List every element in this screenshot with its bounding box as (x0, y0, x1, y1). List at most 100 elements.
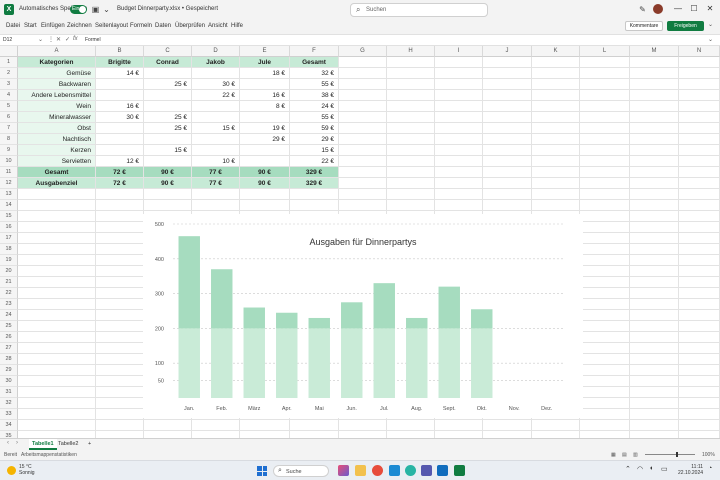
table-cell[interactable] (96, 90, 144, 101)
comments-button[interactable]: Kommentare (625, 21, 663, 31)
cell[interactable] (240, 189, 290, 200)
cell[interactable] (580, 90, 630, 101)
cell[interactable] (679, 211, 720, 222)
cancel-icon[interactable]: ✕ (56, 37, 62, 43)
app-excel-icon[interactable] (454, 465, 465, 476)
table-cell[interactable]: 25 € (144, 112, 192, 123)
menu-ansicht[interactable]: Ansicht (208, 23, 228, 29)
cell[interactable] (679, 376, 720, 387)
page-break-icon[interactable]: ▥ (633, 452, 638, 458)
cell[interactable] (532, 101, 580, 112)
cell[interactable] (18, 200, 96, 211)
cell[interactable] (679, 200, 720, 211)
cell[interactable] (580, 211, 630, 222)
cell[interactable] (679, 299, 720, 310)
save-icon[interactable]: ▣ (91, 5, 100, 14)
ribbon-expand-icon[interactable]: ⌄ (708, 22, 714, 28)
table-cell[interactable]: Mineralwasser (18, 112, 96, 123)
app-edge-icon[interactable] (405, 465, 416, 476)
cell[interactable] (679, 365, 720, 376)
table-header-cell[interactable]: Kategorien (18, 57, 96, 68)
cell[interactable] (96, 310, 144, 321)
cell[interactable] (679, 288, 720, 299)
table-cell[interactable]: Wein (18, 101, 96, 112)
row-header-6[interactable]: 6 (0, 112, 18, 123)
taskbar-search[interactable]: ⌕ Suche (273, 465, 329, 477)
cell[interactable] (18, 288, 96, 299)
zoom-slider[interactable] (645, 454, 695, 455)
wifi-icon[interactable]: ◠ (637, 466, 644, 473)
cell[interactable] (339, 156, 387, 167)
cell[interactable] (435, 123, 483, 134)
cell[interactable] (630, 398, 679, 409)
cell[interactable] (144, 420, 192, 431)
row-header-19[interactable]: 19 (0, 255, 18, 266)
spreadsheet-grid[interactable]: A B C D E F G H I J K L M N 1 2 3 4 5 6 7 8 9 10 11 12 13 14 15 16 17 1… (0, 46, 720, 438)
table-cell[interactable]: 16 € (96, 101, 144, 112)
cell[interactable] (18, 255, 96, 266)
cell[interactable] (339, 200, 387, 211)
cell[interactable] (387, 156, 435, 167)
cell[interactable] (630, 79, 679, 90)
row-header-28[interactable]: 28 (0, 354, 18, 365)
cell[interactable] (339, 101, 387, 112)
cell[interactable] (630, 68, 679, 79)
cell[interactable] (96, 277, 144, 288)
column-header-k[interactable]: K (532, 46, 580, 57)
cell[interactable] (580, 310, 630, 321)
table-cell[interactable]: Andere Lebensmittel (18, 90, 96, 101)
cell[interactable] (483, 112, 532, 123)
cell[interactable] (387, 57, 435, 68)
table-cell[interactable]: 29 € (240, 134, 290, 145)
normal-view-icon[interactable]: ▦ (611, 452, 616, 458)
cell[interactable] (679, 112, 720, 123)
row-header-9[interactable]: 9 (0, 145, 18, 156)
cell[interactable] (387, 112, 435, 123)
cell[interactable] (18, 420, 96, 431)
cell[interactable] (532, 420, 580, 431)
table-cell[interactable]: Obst (18, 123, 96, 134)
volume-icon[interactable]: ◖ (649, 465, 654, 472)
cell[interactable] (580, 167, 630, 178)
row-header-8[interactable]: 8 (0, 134, 18, 145)
cell[interactable] (679, 332, 720, 343)
cell[interactable] (532, 431, 580, 438)
cell[interactable] (339, 189, 387, 200)
cell[interactable] (679, 277, 720, 288)
cell[interactable] (580, 354, 630, 365)
table-cell[interactable]: 72 € (96, 178, 144, 189)
app-outlook-icon[interactable] (437, 465, 448, 476)
cell[interactable] (483, 189, 532, 200)
row-header-23[interactable]: 23 (0, 299, 18, 310)
cell[interactable] (630, 57, 679, 68)
cell[interactable] (630, 101, 679, 112)
row-header-29[interactable]: 29 (0, 365, 18, 376)
table-cell[interactable] (144, 134, 192, 145)
maximize-button[interactable]: ☐ (690, 4, 698, 13)
table-cell[interactable]: 32 € (290, 68, 339, 79)
cell[interactable] (630, 255, 679, 266)
cell[interactable] (630, 354, 679, 365)
cell[interactable] (435, 145, 483, 156)
column-header-b[interactable]: B (96, 46, 144, 57)
cell[interactable] (387, 167, 435, 178)
cell[interactable] (435, 420, 483, 431)
cell[interactable] (18, 376, 96, 387)
table-cell[interactable] (240, 79, 290, 90)
cell[interactable] (18, 398, 96, 409)
cell[interactable] (630, 321, 679, 332)
row-header-4[interactable]: 4 (0, 90, 18, 101)
cell[interactable] (18, 189, 96, 200)
more-chevron-icon[interactable]: ⌄ (103, 5, 110, 14)
cell[interactable] (580, 409, 630, 420)
cell[interactable] (630, 376, 679, 387)
cell[interactable] (339, 178, 387, 189)
select-all-corner[interactable] (0, 46, 18, 57)
cell[interactable] (679, 57, 720, 68)
cell[interactable] (630, 299, 679, 310)
row-header-5[interactable]: 5 (0, 101, 18, 112)
cell[interactable] (483, 200, 532, 211)
cell[interactable] (387, 189, 435, 200)
cell[interactable] (630, 200, 679, 211)
cell[interactable] (679, 233, 720, 244)
